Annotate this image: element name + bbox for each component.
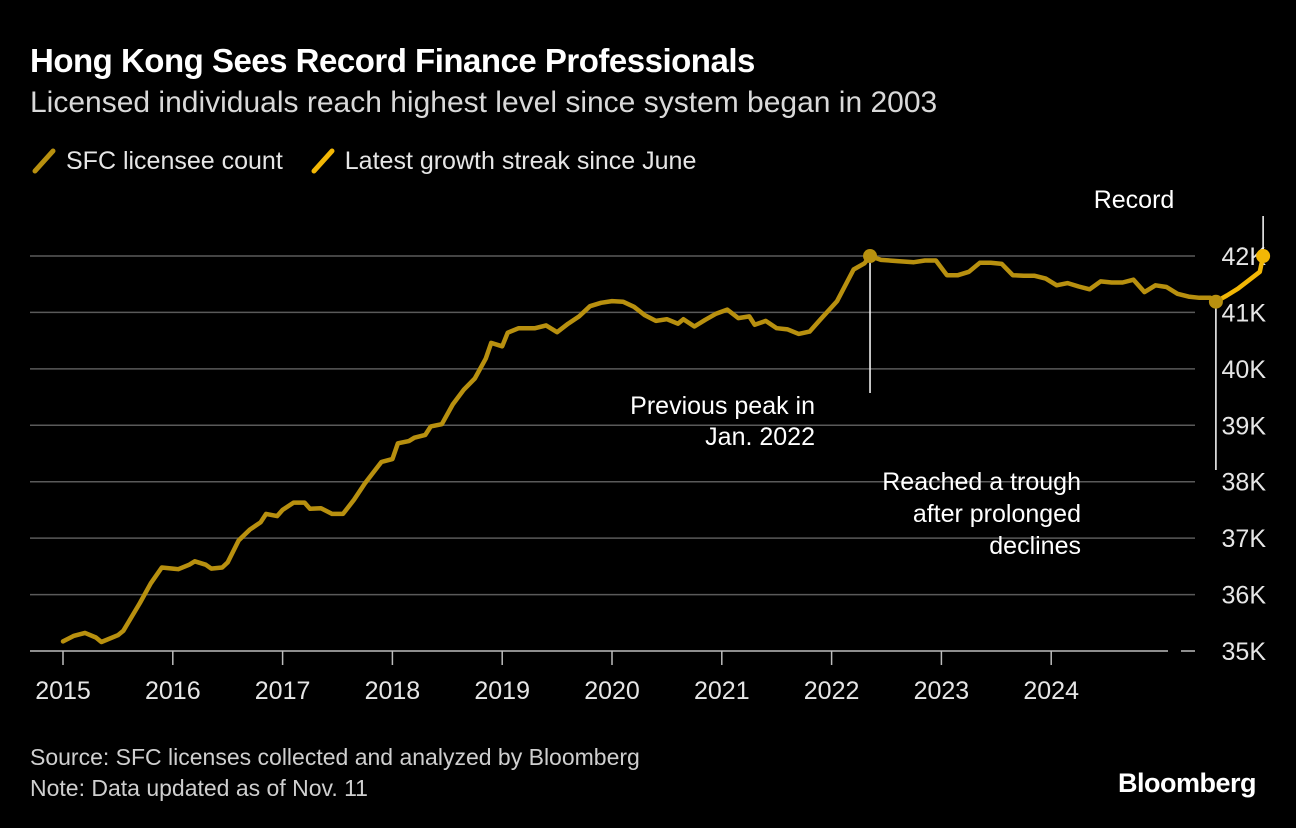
x-tick-label: 2020 — [584, 677, 640, 705]
chart-title: Hong Kong Sees Record Finance Profession… — [30, 42, 755, 79]
legend-label-growth-streak: Latest growth streak since June — [344, 146, 697, 175]
source-note: Source: SFC licenses collected and analy… — [30, 744, 640, 770]
y-tick-label: 40K — [1222, 356, 1267, 384]
x-tick-label: 2018 — [365, 677, 421, 705]
legend-swatch-growth-streak — [311, 148, 335, 174]
data-point-marker — [1208, 294, 1223, 309]
series-line — [60, 253, 873, 645]
y-tick-label: 37K — [1222, 525, 1267, 553]
x-tick-label: 2021 — [694, 677, 750, 705]
annotation-label: Jan. 2022 — [705, 423, 815, 451]
data-note: Note: Data updated as of Nov. 11 — [30, 775, 368, 801]
annotation-label: Record — [1094, 186, 1175, 214]
annotation-label: Previous peak in — [630, 392, 815, 420]
data-point-marker — [863, 249, 878, 263]
annotation-label: Reached a trough — [882, 468, 1081, 496]
bloomberg-logo: Bloomberg — [1117, 768, 1257, 798]
x-tick-label: 2023 — [914, 677, 970, 705]
x-tick-label: 2019 — [474, 677, 530, 705]
y-tick-label: 38K — [1222, 469, 1267, 497]
legend: SFC licensee count Latest growth streak … — [30, 146, 722, 176]
x-tick-label: 2016 — [145, 677, 201, 705]
x-tick-label: 2024 — [1023, 677, 1079, 705]
chart-subtitle: Licensed individuals reach highest level… — [30, 86, 938, 119]
y-tick-label: 35K — [1222, 638, 1267, 666]
series-line — [867, 253, 1219, 304]
legend-item-growth-streak: Latest growth streak since June — [309, 146, 697, 176]
legend-item-licensee-count: SFC licensee count — [30, 146, 283, 176]
y-tick-label: 36K — [1222, 582, 1267, 610]
series-line — [1213, 253, 1266, 304]
x-tick-label: 2022 — [804, 677, 860, 705]
annotation-label: after prolonged — [913, 500, 1081, 528]
data-point-marker — [1256, 249, 1271, 263]
x-tick-label: 2017 — [255, 677, 311, 705]
legend-swatch-licensee-count — [32, 148, 56, 174]
legend-label-licensee-count: SFC licensee count — [66, 146, 283, 175]
annotation-label: declines — [989, 532, 1081, 560]
y-tick-label: 39K — [1222, 412, 1267, 440]
y-tick-label: 41K — [1222, 299, 1267, 327]
x-tick-label: 2015 — [35, 677, 91, 705]
